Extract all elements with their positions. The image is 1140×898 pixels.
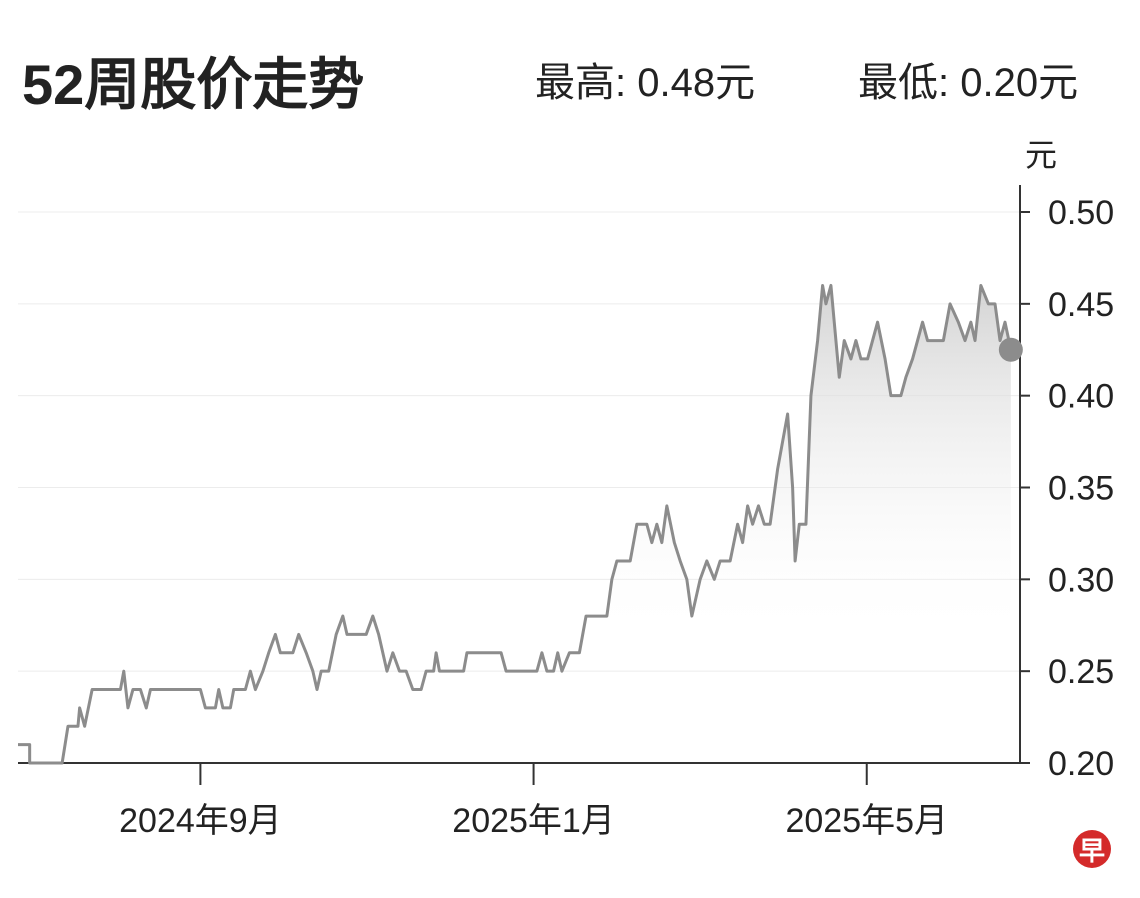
x-tick-label: 2024年9月 — [119, 802, 282, 840]
y-tick-label: 0.45 — [1048, 286, 1114, 324]
end-point — [998, 337, 1023, 362]
logo-badge — [1073, 830, 1111, 868]
low-annotation: 最低: 0.20元 — [858, 61, 1078, 105]
y-tick-label: 0.50 — [1048, 194, 1114, 232]
high-annotation: 最高: 0.48元 — [535, 61, 755, 105]
y-tick-label: 0.40 — [1048, 378, 1114, 416]
y-tick-label: 0.20 — [1048, 745, 1114, 783]
line — [18, 283, 1013, 765]
y-tick-label: 0.35 — [1048, 470, 1114, 508]
y-tick-label: 0.30 — [1048, 561, 1114, 599]
area — [18, 285, 1011, 763]
y-tick-label: 0.25 — [1048, 653, 1114, 691]
y-axis-label: 元 — [1025, 137, 1057, 173]
logo: 早 — [1079, 836, 1105, 866]
x-tick-label: 2025年5月 — [785, 802, 948, 840]
x-tick-label: 2025年1月 — [452, 802, 615, 840]
chart-title: 52周股价走势 — [22, 53, 364, 116]
